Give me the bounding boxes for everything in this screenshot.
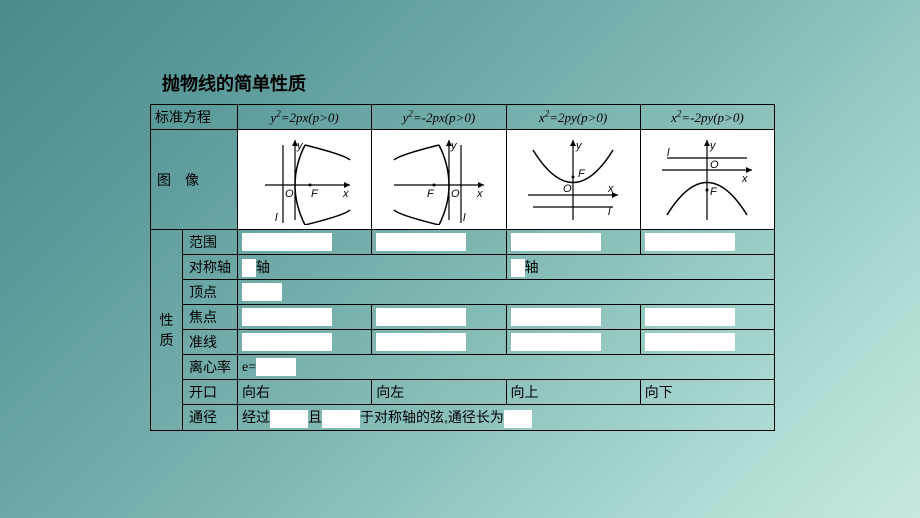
svg-text:F: F: [710, 186, 718, 198]
focus-4: [640, 305, 774, 330]
svg-text:O: O: [451, 188, 460, 200]
svg-text:l: l: [275, 212, 278, 224]
graph-left: y x O F l: [372, 130, 506, 230]
svg-text:l: l: [667, 147, 670, 159]
range-1: [238, 230, 372, 255]
row-properties-label: 性质: [151, 230, 183, 431]
open-3: 向上: [506, 380, 640, 405]
svg-text:F: F: [578, 168, 586, 180]
focus-1: [238, 305, 372, 330]
main-container: 抛物线的简单性质 标准方程 y2=2px(p>0) y2=-2px(p>0) x…: [150, 70, 775, 431]
range-2: [372, 230, 506, 255]
svg-text:x: x: [607, 183, 614, 195]
range-3: [506, 230, 640, 255]
directrix-4: [640, 330, 774, 355]
properties-table: 标准方程 y2=2px(p>0) y2=-2px(p>0) x2=2py(p>0…: [150, 104, 775, 431]
open-1: 向右: [238, 380, 372, 405]
focus-2: [372, 305, 506, 330]
svg-text:F: F: [311, 188, 319, 200]
svg-text:O: O: [710, 159, 719, 171]
svg-text:y: y: [709, 140, 717, 152]
svg-text:F: F: [427, 188, 435, 200]
header-eq2: y2=-2px(p>0): [372, 105, 506, 130]
row-axis-label: 对称轴: [183, 255, 238, 280]
row-range-label: 范围: [183, 230, 238, 255]
graph-right: y x O F l: [238, 130, 372, 230]
directrix-2: [372, 330, 506, 355]
row-directrix-label: 准线: [183, 330, 238, 355]
directrix-3: [506, 330, 640, 355]
chord-val: 经过且于对称轴的弦,通径长为: [238, 405, 775, 430]
header-eq1: y2=2px(p>0): [238, 105, 372, 130]
axis-34: 轴: [506, 255, 775, 280]
svg-text:l: l: [463, 212, 466, 224]
svg-text:y: y: [450, 140, 458, 152]
focus-3: [506, 305, 640, 330]
axis-12: 轴: [238, 255, 507, 280]
range-4: [640, 230, 774, 255]
header-eq4: x2=-2py(p>0): [640, 105, 774, 130]
row-chord-label: 通径: [183, 405, 238, 430]
svg-text:x: x: [342, 188, 349, 200]
svg-text:x: x: [476, 188, 483, 200]
open-4: 向下: [640, 380, 774, 405]
svg-text:O: O: [563, 183, 572, 195]
header-eq3: x2=2py(p>0): [506, 105, 640, 130]
row-image-label: 图 像: [151, 130, 238, 230]
graph-up: y x O F l: [506, 130, 640, 230]
row-vertex-label: 顶点: [183, 280, 238, 305]
svg-text:x: x: [741, 173, 748, 185]
page-title: 抛物线的简单性质: [150, 70, 775, 96]
open-2: 向左: [372, 380, 506, 405]
row-focus-label: 焦点: [183, 305, 238, 330]
svg-text:O: O: [285, 188, 294, 200]
graph-down: y x O F l: [640, 130, 774, 230]
svg-text:y: y: [575, 140, 583, 152]
header-std-eq: 标准方程: [151, 105, 238, 130]
vertex-val: [238, 280, 775, 305]
ecc-val: e=: [238, 355, 775, 380]
directrix-1: [238, 330, 372, 355]
row-opening-label: 开口: [183, 380, 238, 405]
svg-text:l: l: [608, 206, 611, 218]
row-ecc-label: 离心率: [183, 355, 238, 380]
